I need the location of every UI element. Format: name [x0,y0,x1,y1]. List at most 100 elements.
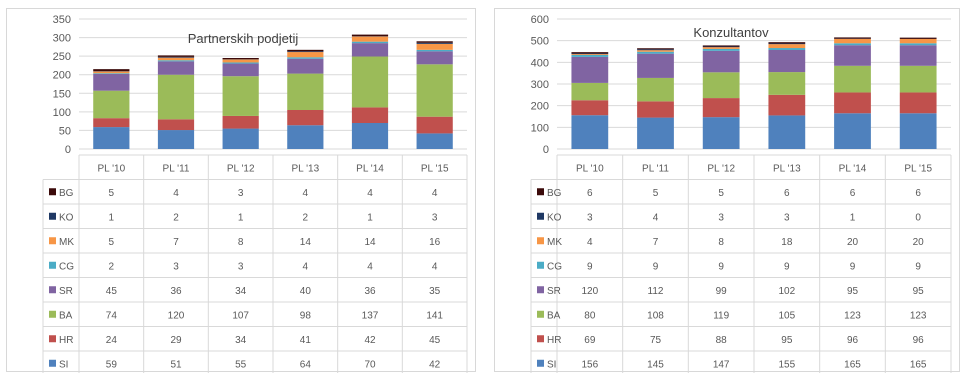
data-label: 6 [587,188,593,199]
data-label: 45 [429,335,441,346]
bar-segment-hr [899,92,937,114]
bar-segment-mk [157,57,195,61]
chart-title: Partnerskih podjetij [188,31,299,46]
data-label: 120 [581,286,598,297]
legend-key-ko [49,212,56,220]
data-label: 123 [910,310,927,321]
bar-segment-ko [157,56,195,58]
data-label: 137 [362,310,379,321]
legend-label: SR [59,286,73,297]
bar-segment-mk [222,59,259,63]
bar-segment-bg [899,37,937,39]
data-label: 120 [168,310,185,321]
bar-segment-cg [834,43,871,46]
y-tick-label: 100 [531,122,549,134]
x-tick-label: PL '15 [904,163,932,174]
bar-segment-sr [834,45,871,66]
bar-segment-mk [416,43,453,50]
data-label: 9 [784,261,790,272]
legend-key-cg [537,261,544,269]
bar-segment-sr [571,56,609,83]
data-label: 9 [850,261,856,272]
data-label: 64 [300,359,312,370]
data-label: 95 [847,286,859,297]
data-label: 29 [170,335,182,346]
data-label: 3 [784,212,790,223]
data-label: 4 [173,188,179,199]
bar-segment-ko [702,46,740,48]
bar-segment-si [768,115,806,149]
legend-key-mk [49,237,56,245]
bar-segment-bg [351,34,389,37]
data-label: 6 [915,188,921,199]
bar-segment-si [222,128,259,149]
y-tick-label: 600 [531,14,549,26]
x-tick-label: PL '12 [707,163,735,174]
data-label: 155 [778,359,795,370]
chart-partnerskih-svg: 350 300 250 200 150 100 50 0 Partnerskih podjeti… [42,14,468,373]
legend-key-hr [537,335,544,343]
data-label: 18 [781,237,793,248]
bar-segment-bg [222,58,259,60]
bar-segment-sr [768,49,806,73]
data-label: 0 [915,212,921,223]
bar-segment-ba [834,65,871,93]
legend-label: MK [547,237,562,248]
x-tick-label: PL '10 [97,163,125,174]
data-label: 5 [718,188,724,199]
data-label: 80 [584,310,596,321]
x-tick-label: PL '15 [421,163,449,174]
data-label: 9 [653,261,659,272]
data-label: 69 [584,335,596,346]
data-label: 8 [238,237,244,248]
legend-key-si [537,359,544,367]
bar-segment-hr [222,115,259,129]
data-label: 2 [173,212,179,223]
data-label: 70 [364,359,376,370]
x-tick-label: PL '11 [163,163,190,174]
y-tick-label: 500 [531,36,549,48]
data-label: 20 [847,237,859,248]
data-label: 1 [238,212,244,223]
bar-segment-ba [702,72,740,99]
data-label: 5 [109,188,115,199]
bar-segment-mk [571,54,609,55]
data-label: 42 [429,359,441,370]
bar-segment-ba [287,73,324,110]
bar-segment-si [416,133,453,149]
bar-segment-ba [93,90,130,119]
bar-segment-bg [571,52,609,54]
bar-segment-mk [899,38,937,44]
bar-segment-ba [416,64,453,117]
data-label: 112 [648,286,664,297]
data-label: 95 [913,286,925,297]
bar-segment-hr [768,94,806,116]
bar-segment-cg [768,48,806,50]
data-label: 8 [718,237,724,248]
x-tick-label: PL '13 [773,163,801,174]
legend-label: BG [547,188,562,199]
data-label: 99 [716,286,728,297]
data-label: 4 [367,261,373,272]
y-tick-label: 350 [53,14,71,26]
legend-label: CG [547,261,562,272]
data-label: 3 [173,261,179,272]
y-tick-label: 50 [59,125,71,137]
legend-key-sr [49,286,56,294]
bar-segment-ba [768,72,806,95]
bar-segment-sr [637,53,674,78]
legend-label: MK [59,237,74,248]
data-label: 59 [106,359,118,370]
data-label: 4 [432,188,438,199]
data-label: 34 [235,335,247,346]
data-label: 2 [109,261,115,272]
data-label: 51 [170,359,182,370]
legend-label: SI [547,359,556,370]
data-label: 4 [367,188,373,199]
bar-segment-si [571,115,609,149]
legend-key-si [49,359,56,367]
data-label: 1 [850,212,856,223]
bar-segment-ba [899,65,937,93]
y-tick-label: 400 [531,57,549,69]
